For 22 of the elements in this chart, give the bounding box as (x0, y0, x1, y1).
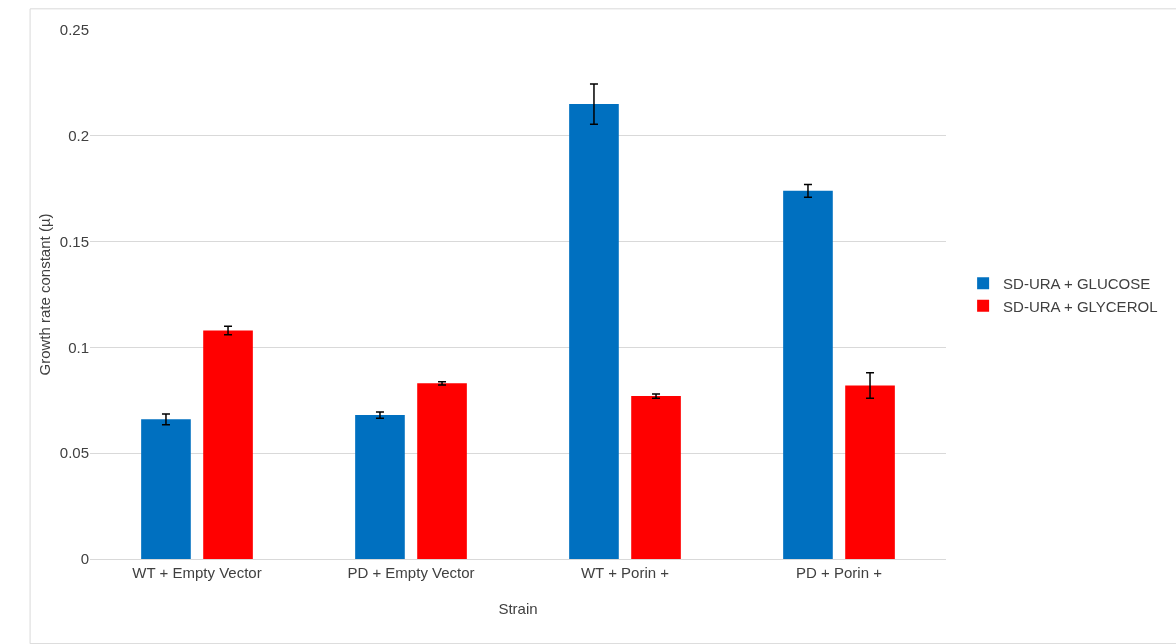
y-tick-label: 0.1 (68, 338, 89, 356)
bar (203, 330, 253, 559)
bar (631, 396, 681, 559)
y-tick-label: 0.15 (59, 232, 89, 250)
y-tick-label: 0.05 (59, 444, 89, 462)
y-tick-label: 0 (80, 550, 89, 568)
legend-label: SD-URA + GLUCOSE (1003, 275, 1151, 293)
bar (845, 385, 895, 559)
y-tick-label: 0.2 (68, 127, 89, 145)
y-tick-label: 0.25 (59, 21, 89, 39)
y-axis-title: Growth rate constant (µ) (36, 213, 53, 376)
x-axis-title: Strain (498, 600, 538, 617)
bar (141, 419, 191, 559)
x-tick-label: WT + Porin + (580, 564, 670, 581)
legend-label: SD-URA + GLYCEROL (1003, 297, 1158, 315)
bar (783, 190, 833, 559)
x-tick-label: WT + Empty Vector (132, 564, 262, 581)
x-tick-label: PD + Porin + (796, 564, 883, 581)
x-tick-label: PD + Empty Vector (347, 564, 475, 581)
bar (355, 415, 405, 559)
bar (569, 104, 619, 559)
bar (417, 383, 467, 559)
